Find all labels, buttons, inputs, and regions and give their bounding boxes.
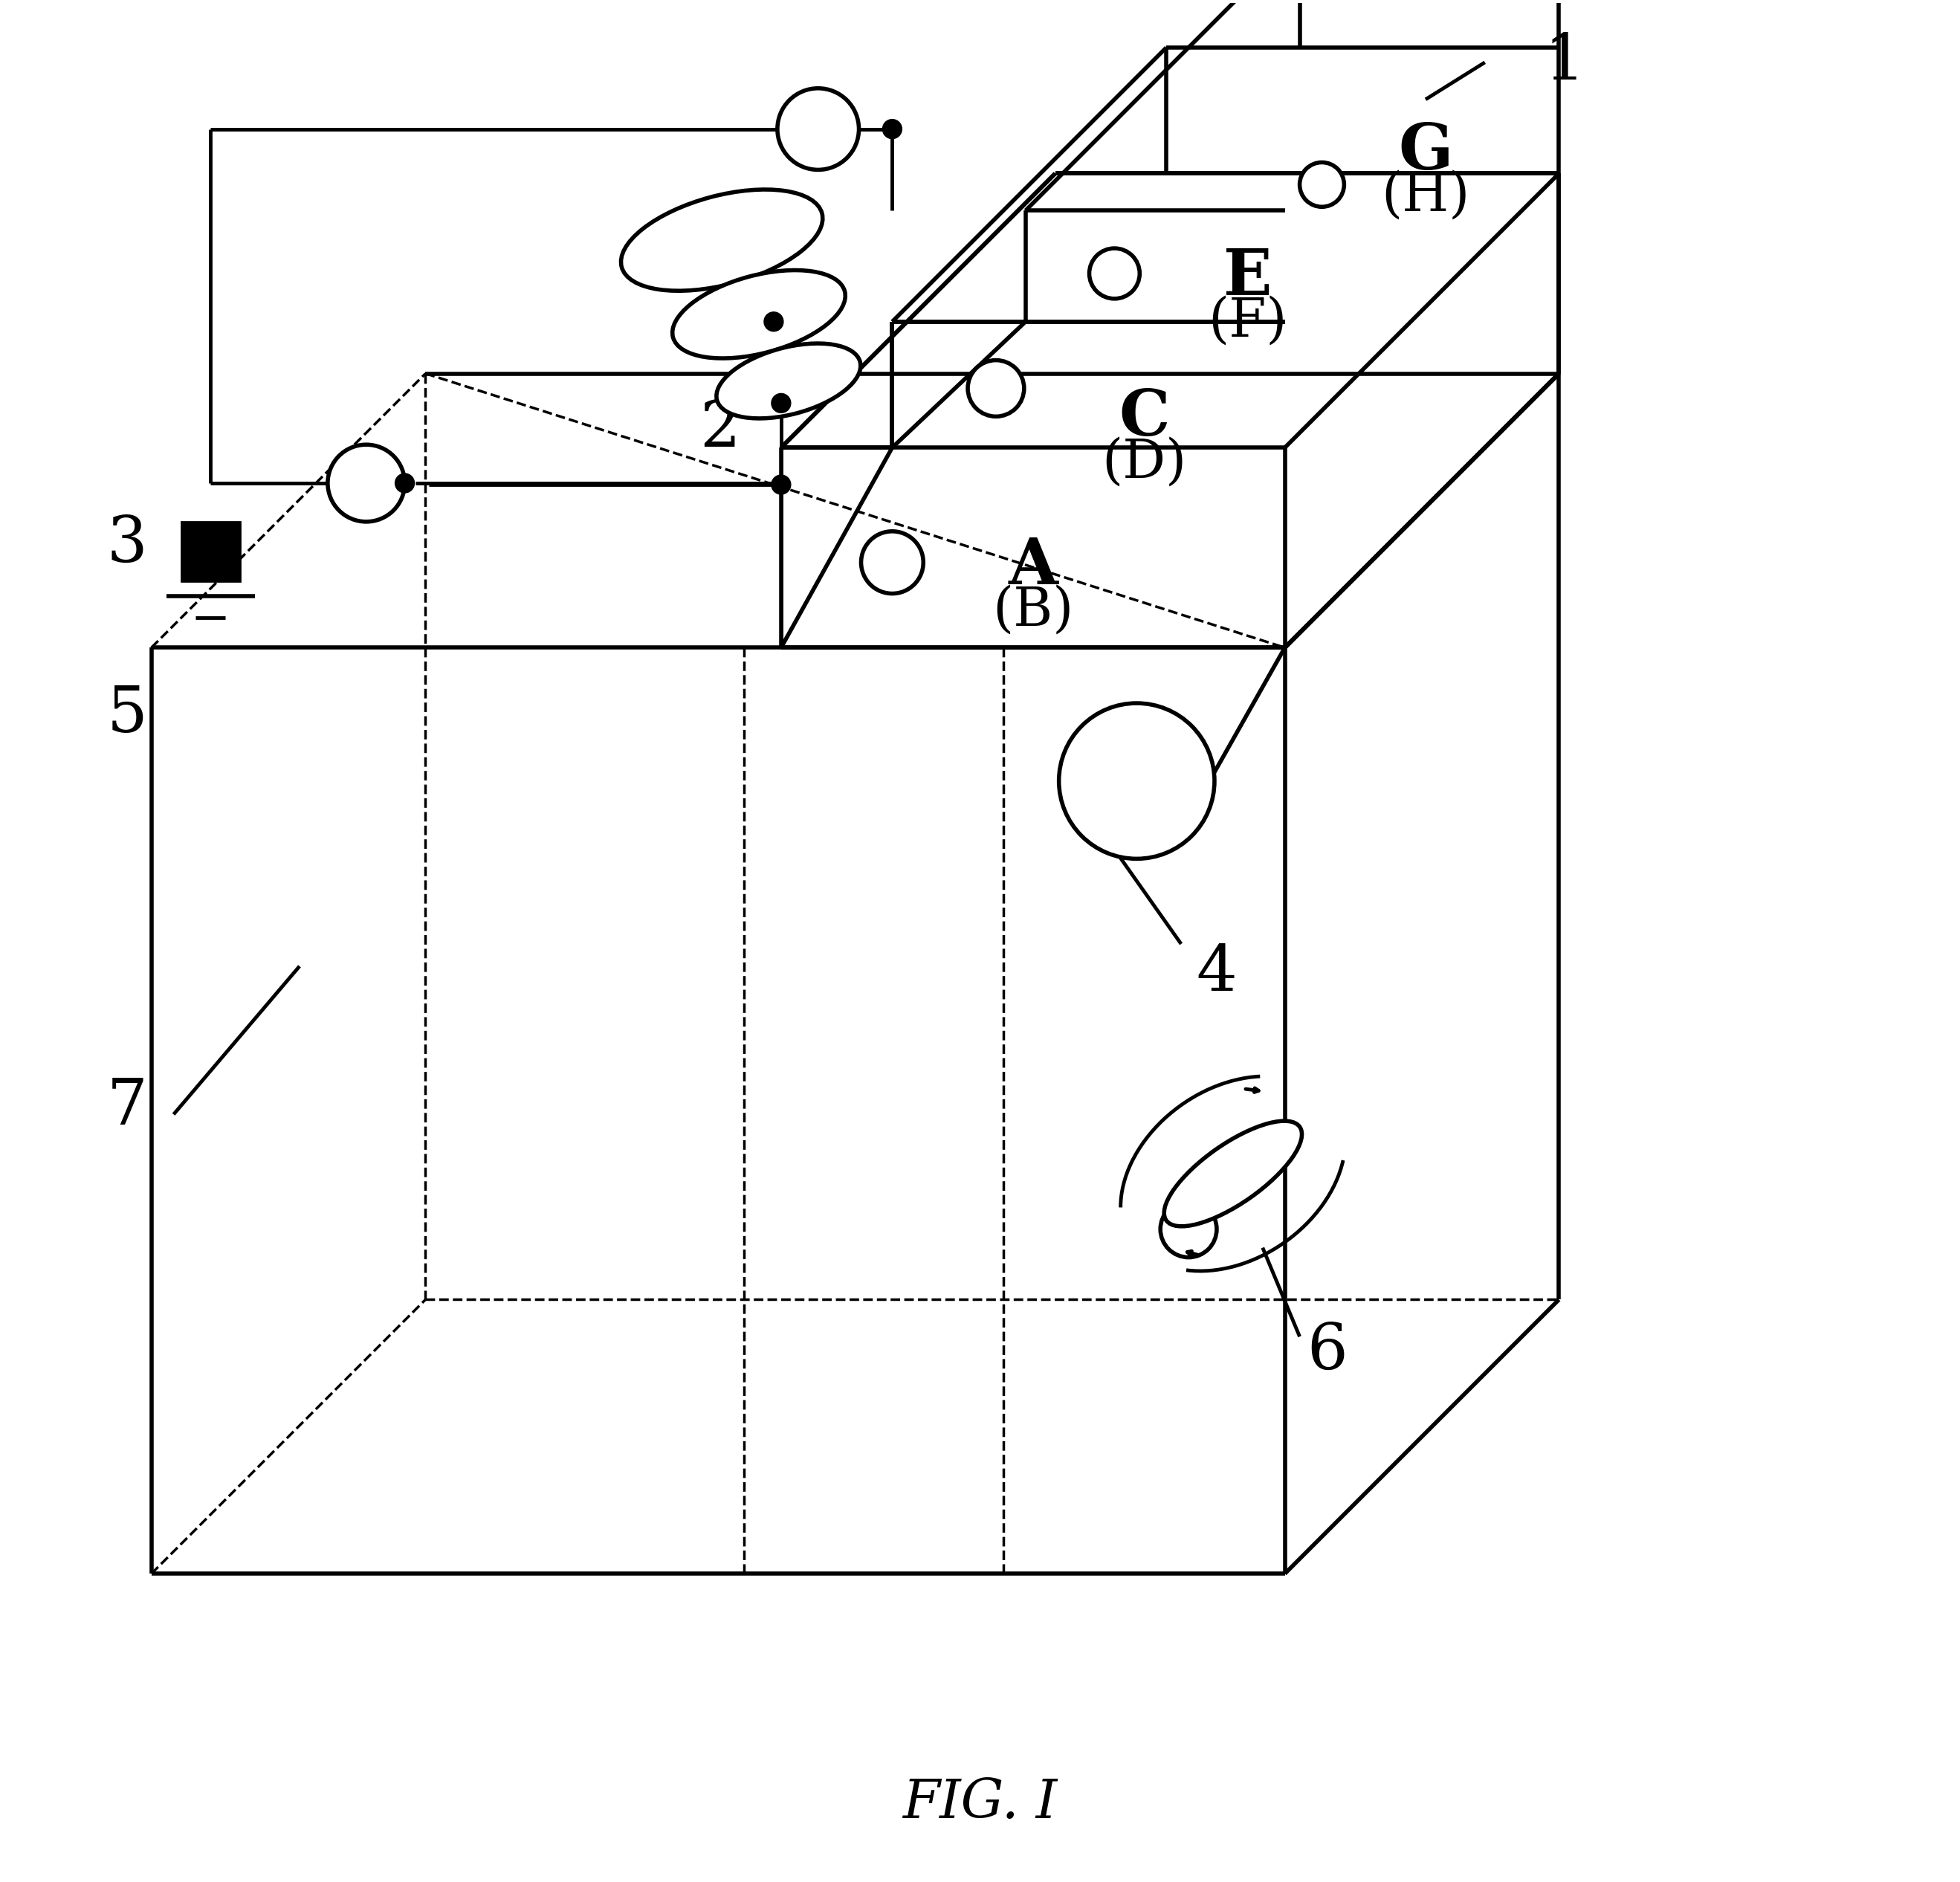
Text: C: C — [1119, 386, 1170, 450]
Text: (H): (H) — [1382, 169, 1470, 222]
Text: 6: 6 — [1307, 1321, 1348, 1383]
Ellipse shape — [672, 271, 845, 358]
Text: G: G — [1397, 120, 1452, 183]
Circle shape — [968, 359, 1023, 416]
Circle shape — [772, 474, 790, 495]
Circle shape — [778, 88, 858, 169]
Ellipse shape — [1164, 1122, 1301, 1227]
Circle shape — [860, 531, 923, 593]
Circle shape — [396, 474, 414, 493]
Ellipse shape — [717, 343, 860, 418]
Text: FIG. I: FIG. I — [904, 1777, 1056, 1829]
Circle shape — [1058, 704, 1215, 858]
Ellipse shape — [621, 190, 823, 292]
Text: 2: 2 — [700, 399, 741, 459]
Circle shape — [882, 119, 902, 139]
Text: 4: 4 — [1196, 943, 1237, 1005]
Text: 3: 3 — [108, 514, 147, 574]
Circle shape — [1090, 248, 1139, 299]
Text: (F): (F) — [1207, 295, 1288, 348]
Text: (B): (B) — [992, 585, 1074, 636]
Text: (D): (D) — [1102, 437, 1186, 489]
Text: E: E — [1223, 247, 1272, 309]
Text: 5: 5 — [108, 683, 147, 745]
Circle shape — [772, 393, 790, 412]
Text: 1: 1 — [1544, 32, 1586, 94]
Text: A: A — [1007, 534, 1058, 597]
Circle shape — [1160, 1201, 1217, 1257]
Text: 7: 7 — [108, 1077, 147, 1139]
Circle shape — [327, 444, 406, 521]
Circle shape — [764, 312, 784, 331]
Bar — [180, 521, 241, 582]
Circle shape — [1299, 162, 1345, 207]
